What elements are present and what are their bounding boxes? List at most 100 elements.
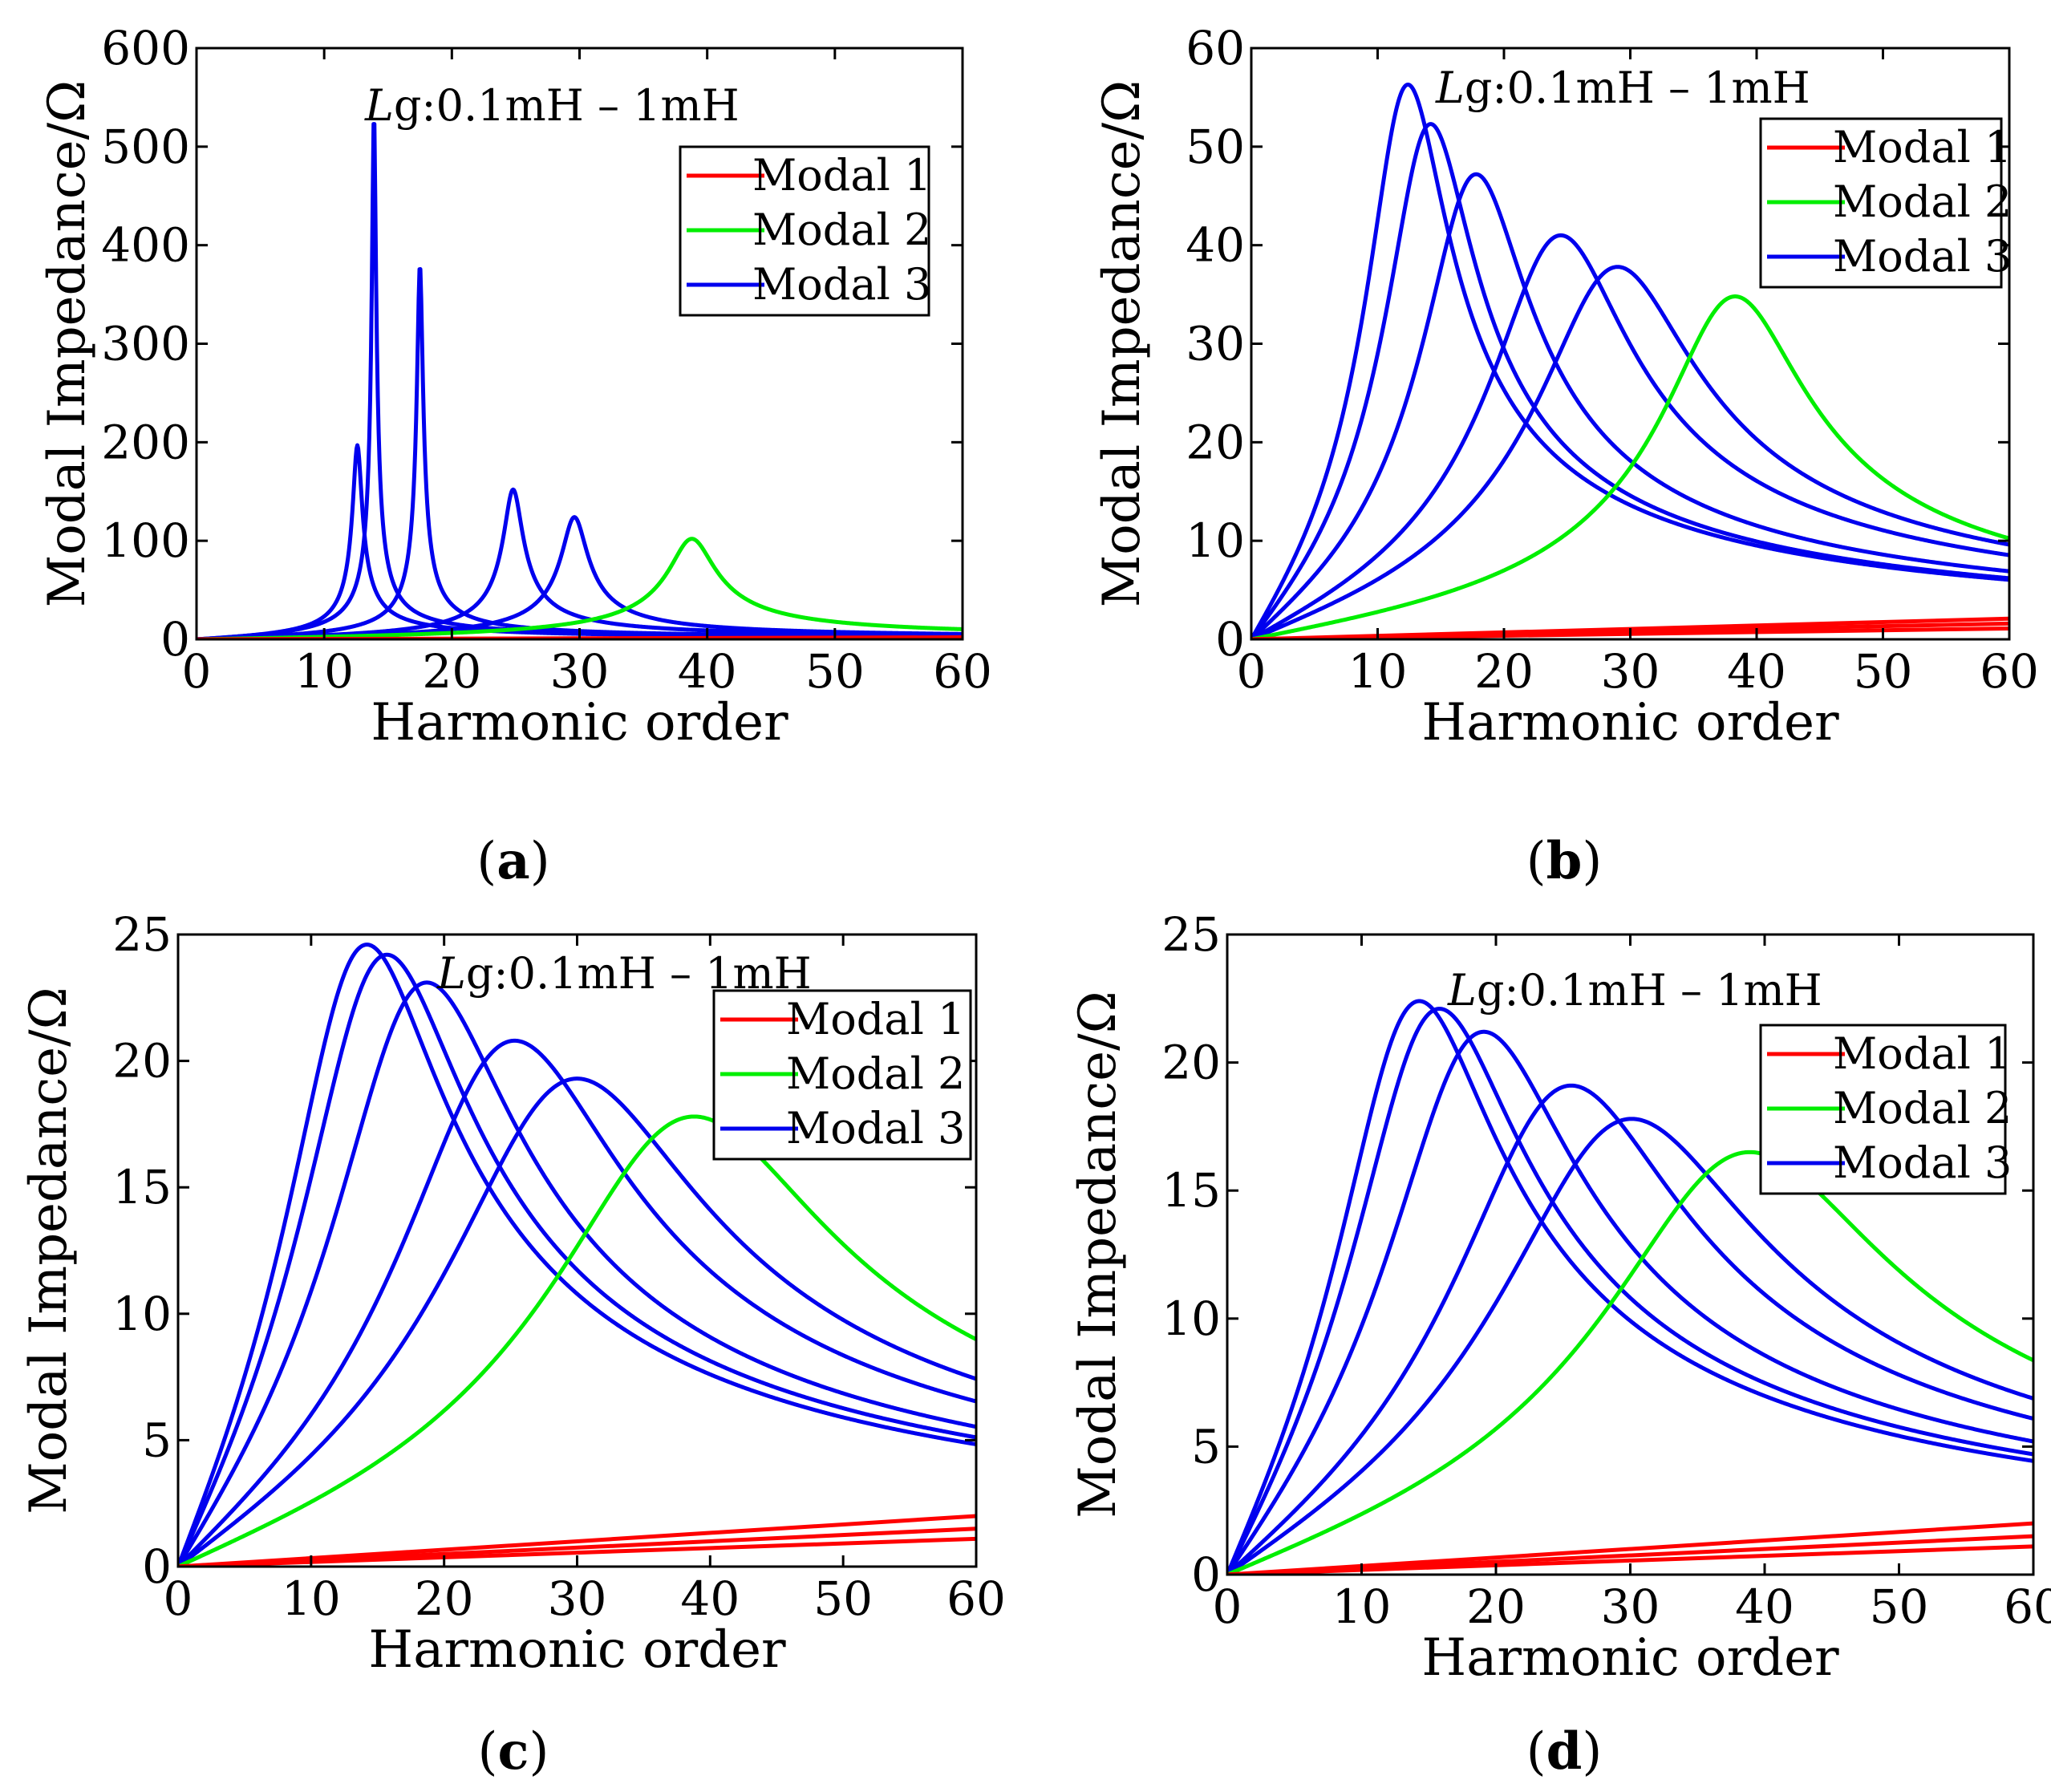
y-tick-label: 20: [112, 1034, 172, 1089]
series-line-modal-3-4: [1227, 1117, 2033, 1575]
y-tick-label: 60: [1186, 21, 1245, 75]
annotation-text: g:0.1mH – 1mH: [1465, 63, 1810, 113]
caption-letter: d: [1546, 1721, 1583, 1782]
series-line-modal-3-1: [178, 952, 976, 1567]
legend-label: Modal 1: [1833, 1028, 2012, 1079]
caption-open: (: [1526, 1722, 1546, 1782]
y-axis-label: Modal Impedance/Ω: [38, 80, 97, 608]
series-line-modal-3-2: [1251, 172, 2009, 639]
annotation-italic: L: [436, 948, 466, 999]
y-tick-label: 0: [1191, 1547, 1221, 1602]
legend-label: Modal 2: [1833, 1083, 2012, 1133]
legend-label: Modal 1: [752, 150, 931, 201]
y-tick-label: 20: [1186, 415, 1245, 469]
y-tick-label: 10: [1186, 513, 1245, 568]
annotation-italic: L: [1435, 63, 1465, 113]
chart-panel-a: 0 10 20 30 40 50 600100200300400500600Harmonic…: [38, 21, 992, 891]
y-tick-label: 500: [101, 120, 190, 174]
y-tick-label: 25: [1161, 907, 1221, 962]
x-tick-label: 50: [1854, 644, 1913, 699]
x-tick-label: 20: [422, 644, 481, 699]
legend-label: Modal 3: [1833, 1137, 2012, 1188]
y-tick-label: 0: [1215, 612, 1245, 667]
caption-close: ): [1582, 832, 1602, 891]
x-axis-label: Harmonic order: [1421, 693, 1839, 752]
x-tick-label: 50: [813, 1571, 873, 1626]
x-tick-label: 0: [182, 644, 212, 699]
x-tick-label: 10: [282, 1571, 341, 1626]
x-tick-label: 60: [2004, 1579, 2051, 1634]
series-line-modal-3-0: [1227, 999, 2033, 1575]
x-tick-label: 20: [1466, 1579, 1526, 1634]
chart-panel-c: 0 10 20 30 40 50 60 0 5 10 15 20 25 Harmonic order Mod…: [19, 907, 1006, 1782]
series-line-modal-3-0: [1251, 82, 2009, 639]
y-tick-label: 50: [1186, 120, 1245, 174]
x-axis-label: Harmonic order: [368, 1620, 786, 1680]
y-tick-label: 20: [1161, 1036, 1221, 1090]
series-line-modal-3-3: [1227, 1083, 2033, 1575]
caption-close: ): [530, 832, 550, 891]
series-line-modal-2-5: [1227, 1149, 2033, 1575]
series-line-modal-3-2: [1227, 1029, 2033, 1575]
x-tick-label: 30: [550, 644, 610, 699]
range-annotation: Lg:0.1mH – 1mH: [1435, 63, 1810, 113]
annotation-text: g:0.1mH – 1mH: [1477, 965, 1822, 1016]
x-tick-label: 30: [548, 1571, 607, 1626]
x-tick-label: 10: [1332, 1579, 1392, 1634]
y-tick-label: 10: [112, 1287, 172, 1341]
y-tick-label: 5: [1191, 1419, 1221, 1474]
range-annotation: Lg:0.1mH – 1mH: [364, 80, 740, 131]
caption-letter: c: [498, 1721, 529, 1782]
caption-letter: b: [1546, 831, 1583, 891]
x-tick-label: 0: [1213, 1579, 1242, 1634]
y-axis-label: Modal Impedance/Ω: [1068, 991, 1128, 1518]
x-tick-label: 50: [805, 644, 865, 699]
y-axis-label: Modal Impedance/Ω: [19, 987, 79, 1514]
x-tick-label: 20: [415, 1571, 474, 1626]
axes-frame: [195, 47, 964, 641]
x-tick-label: 10: [1348, 644, 1408, 699]
y-tick-label: 0: [142, 1539, 172, 1594]
chart-panel-b: 0 10 20 30 40 50 60 0 10 20 30 40 50 60 Harmonic order…: [1092, 21, 2039, 891]
x-tick-label: 20: [1474, 644, 1534, 699]
x-tick-label: 60: [1980, 644, 2039, 699]
legend-label: Modal 1: [1833, 122, 2012, 172]
x-tick-label: 10: [294, 644, 354, 699]
x-tick-label: 60: [933, 644, 992, 699]
caption-close: ): [1582, 1722, 1602, 1782]
y-tick-label: 30: [1186, 317, 1245, 371]
series-line-modal-3-1: [1251, 122, 2009, 639]
series-line-modal-2-5: [178, 1114, 976, 1567]
series-line-modal-2-5: [1251, 294, 2009, 639]
x-axis-label: Harmonic order: [371, 693, 788, 752]
y-tick-label: 600: [101, 21, 190, 75]
x-tick-label: 0: [1237, 644, 1267, 699]
series-line-modal-3-4: [178, 1076, 976, 1567]
x-tick-label: 40: [1735, 1579, 1794, 1634]
chart-panel-d: 0 10 20 30 40 50 60 0 5 10 15 20 25 Harmonic order Mod…: [1068, 907, 2051, 1782]
y-tick-label: 10: [1161, 1291, 1221, 1346]
y-tick-label: 200: [101, 415, 190, 469]
legend-label: Modal 3: [786, 1103, 965, 1153]
y-tick-label: 100: [101, 513, 190, 568]
series-line-modal-3-0: [178, 943, 976, 1567]
x-tick-label: 30: [1601, 1579, 1660, 1634]
legend-label: Modal 1: [786, 994, 965, 1044]
caption-open: (: [476, 832, 497, 891]
annotation-italic: L: [364, 80, 394, 131]
series-line-modal-3-4: [1251, 265, 2009, 639]
x-tick-label: 60: [946, 1571, 1006, 1626]
panel-caption: (c): [478, 1721, 549, 1782]
caption-close: ): [529, 1722, 549, 1782]
legend-label: Modal 2: [1833, 176, 2012, 227]
y-axis-label: Modal Impedance/Ω: [1092, 80, 1152, 608]
x-tick-label: 40: [680, 1571, 740, 1626]
x-axis-label: Harmonic order: [1421, 1628, 1839, 1688]
x-tick-label: 40: [678, 644, 737, 699]
series-line-modal-3-3: [197, 487, 963, 639]
panel-caption: (d): [1526, 1721, 1603, 1782]
